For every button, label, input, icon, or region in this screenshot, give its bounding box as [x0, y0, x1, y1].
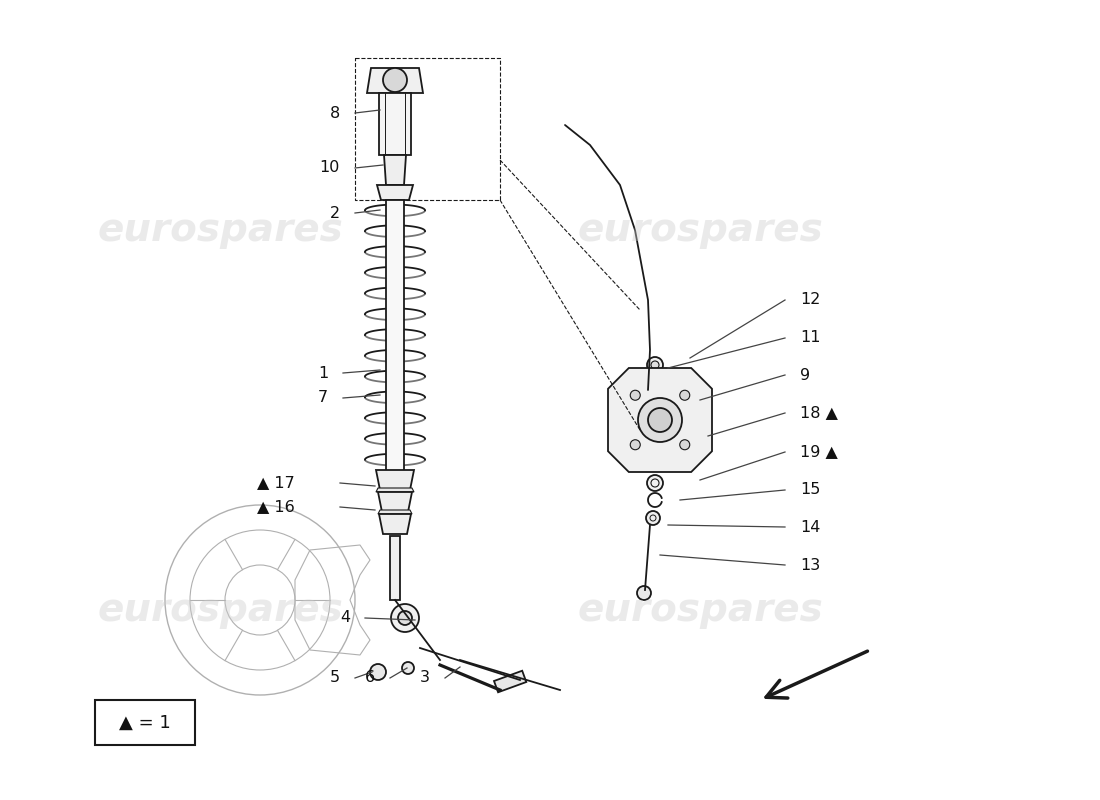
Circle shape [637, 586, 651, 600]
Polygon shape [378, 510, 412, 514]
Text: 7: 7 [318, 390, 328, 406]
Circle shape [647, 475, 663, 491]
Text: ▲ 17: ▲ 17 [257, 475, 295, 490]
Circle shape [638, 398, 682, 442]
Polygon shape [644, 378, 656, 395]
Text: 12: 12 [800, 293, 821, 307]
Polygon shape [378, 492, 412, 512]
Polygon shape [376, 470, 414, 490]
Circle shape [648, 408, 672, 432]
Circle shape [680, 440, 690, 450]
Circle shape [647, 357, 663, 373]
Circle shape [630, 440, 640, 450]
Text: eurospares: eurospares [97, 211, 343, 249]
Text: 15: 15 [800, 482, 821, 498]
Circle shape [383, 68, 407, 92]
Bar [390, 536, 400, 600]
Text: 2: 2 [330, 206, 340, 221]
Bar [95, 700, 195, 745]
Bar [379, 93, 411, 155]
Circle shape [390, 604, 419, 632]
Polygon shape [376, 488, 414, 492]
Bar [386, 200, 404, 480]
Text: 9: 9 [800, 367, 810, 382]
Polygon shape [379, 514, 411, 534]
Circle shape [651, 361, 659, 369]
Polygon shape [377, 185, 412, 200]
Text: 6: 6 [365, 670, 375, 686]
Text: 3: 3 [420, 670, 430, 686]
Text: eurospares: eurospares [97, 591, 343, 629]
Text: 4: 4 [340, 610, 350, 626]
Text: ▲ 16: ▲ 16 [257, 499, 295, 514]
Circle shape [398, 611, 412, 625]
Text: 13: 13 [800, 558, 821, 573]
Text: 5: 5 [330, 670, 340, 686]
Text: 11: 11 [800, 330, 821, 346]
Text: 19 ▲: 19 ▲ [800, 445, 838, 459]
Circle shape [370, 664, 386, 680]
Polygon shape [367, 68, 424, 93]
Text: 18 ▲: 18 ▲ [800, 406, 838, 421]
Text: ▲ = 1: ▲ = 1 [119, 714, 170, 731]
Text: 10: 10 [320, 161, 340, 175]
Circle shape [646, 511, 660, 525]
Text: 8: 8 [330, 106, 340, 121]
Polygon shape [608, 368, 712, 472]
Circle shape [680, 390, 690, 400]
Circle shape [402, 662, 414, 674]
Circle shape [630, 390, 640, 400]
Polygon shape [384, 155, 406, 185]
Text: 1: 1 [318, 366, 328, 381]
Text: eurospares: eurospares [578, 211, 823, 249]
Bar [494, 670, 526, 692]
Text: 14: 14 [800, 519, 821, 534]
Text: eurospares: eurospares [578, 591, 823, 629]
